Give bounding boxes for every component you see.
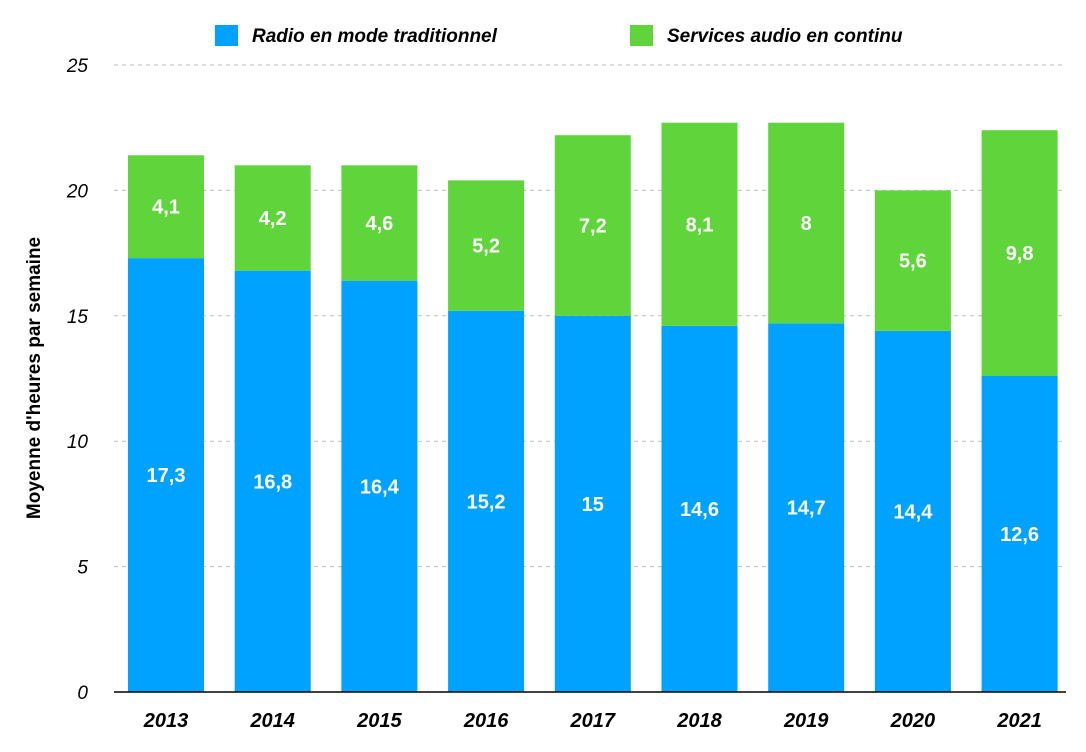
bar-segment-streaming-2014 [234, 165, 311, 271]
data-label: 8 [801, 213, 812, 235]
data-label: 15,2 [467, 491, 506, 513]
y-axis-ticks: 0 5 10 15 20 25 [66, 56, 89, 704]
bar-segment-radio-2019 [768, 323, 845, 692]
y-tick-label: 25 [66, 56, 89, 77]
bar-segment-streaming-2020 [874, 190, 951, 331]
data-labels: 17,3 4,1 16,8 4,2 16,4 4,6 15,2 5,2 15 7,2 14,6 8,1… [147, 197, 1040, 546]
data-label: 14,4 [893, 501, 933, 523]
bar-segment-radio-2021 [981, 375, 1058, 692]
x-tick-label: 2014 [249, 710, 295, 732]
x-tick-label: 2019 [783, 710, 829, 732]
x-axis-ticks: 2013 2014 2015 2016 2017 2018 2019 2020 2021 [143, 710, 1042, 732]
bar-segment-radio-2016 [448, 310, 525, 692]
x-tick-label: 2016 [463, 710, 509, 732]
bar-segment-streaming-2021 [981, 130, 1058, 376]
bar-segment-streaming-2016 [448, 180, 525, 311]
legend: Radio en mode traditionnel Services audio… [215, 25, 903, 47]
bar-segment-streaming-2017 [554, 135, 631, 316]
y-tick-label: 5 [77, 558, 88, 579]
x-tick-label: 2018 [676, 710, 722, 732]
data-label: 4,2 [259, 208, 287, 230]
y-tick-label: 10 [67, 432, 89, 453]
y-tick-label: 20 [66, 181, 89, 202]
y-axis-label: Moyenne d'heures par semaine [24, 237, 45, 519]
bars [128, 122, 1058, 692]
data-label: 9,8 [1006, 243, 1034, 265]
bar-segment-streaming-2015 [341, 165, 418, 281]
x-tick-label: 2015 [356, 710, 402, 732]
data-label: 5,2 [472, 236, 500, 258]
bar-segment-streaming-2013 [128, 155, 204, 259]
data-label: 8,1 [686, 214, 714, 236]
bar-segment-radio-2020 [874, 330, 951, 692]
data-label: 17,3 [147, 465, 186, 487]
data-label: 4,1 [152, 197, 180, 219]
bar-segment-radio-2013 [128, 258, 204, 692]
bar-segment-radio-2015 [341, 280, 418, 692]
data-label: 5,6 [899, 251, 927, 273]
bar-segment-radio-2014 [234, 270, 311, 692]
data-label: 15 [582, 494, 604, 516]
x-tick-label: 2013 [143, 710, 189, 732]
data-label: 12,6 [1000, 524, 1039, 546]
legend-label: Services audio en continu [667, 26, 903, 47]
x-tick-label: 2017 [570, 710, 616, 732]
bar-segment-streaming-2018 [661, 122, 738, 326]
x-tick-label: 2020 [890, 710, 936, 732]
bar-segment-streaming-2019 [768, 122, 845, 324]
x-tick-label: 2021 [996, 710, 1042, 732]
y-tick-label: 15 [67, 307, 89, 328]
data-label: 16,4 [360, 476, 400, 498]
data-label: 4,6 [365, 213, 393, 235]
legend-swatch [630, 25, 653, 46]
legend-swatch [215, 25, 238, 46]
legend-label: Radio en mode traditionnel [252, 26, 498, 47]
data-label: 7,2 [579, 216, 607, 238]
bar-segment-radio-2018 [661, 325, 738, 692]
y-tick-label: 0 [77, 683, 88, 704]
data-label: 16,8 [253, 471, 292, 493]
data-label: 14,6 [680, 499, 719, 521]
data-label: 14,7 [787, 498, 826, 520]
bar-segment-radio-2017 [554, 315, 631, 692]
